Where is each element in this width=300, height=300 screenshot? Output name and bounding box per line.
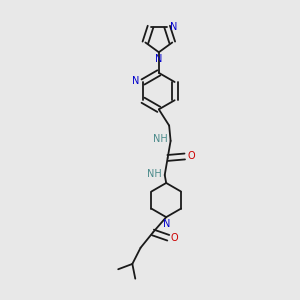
Text: N: N (132, 76, 139, 85)
Text: O: O (188, 152, 195, 161)
Text: NH: NH (147, 169, 162, 178)
Text: O: O (171, 233, 178, 243)
Text: N: N (170, 22, 177, 32)
Text: NH: NH (153, 134, 168, 144)
Text: N: N (155, 54, 163, 64)
Text: N: N (163, 219, 170, 229)
